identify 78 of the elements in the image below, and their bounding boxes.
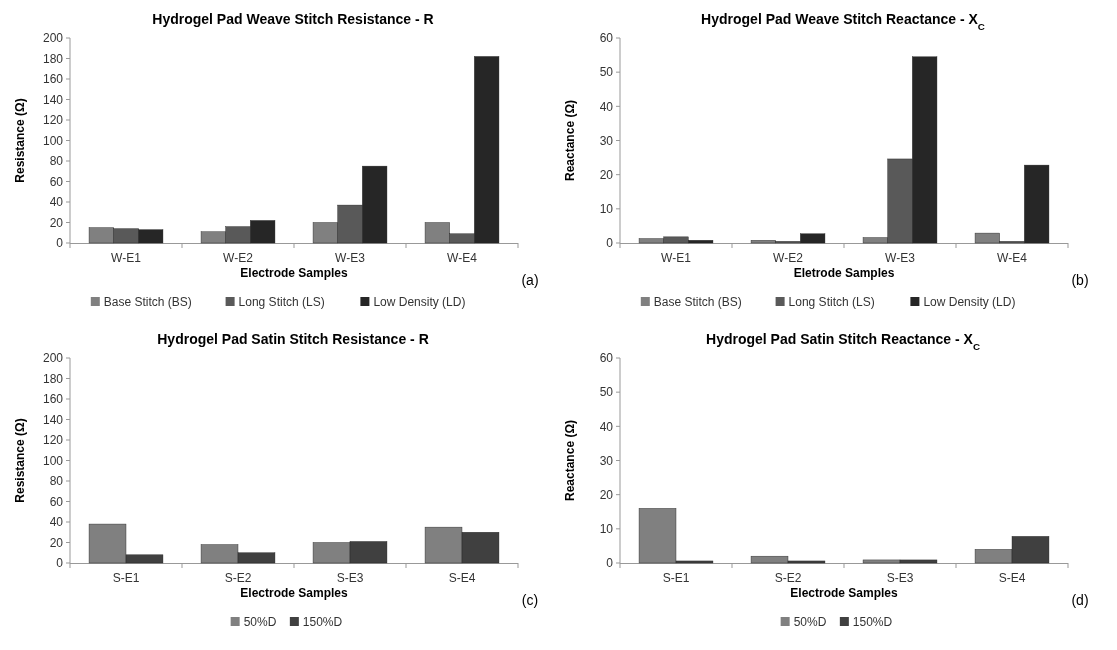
legend-label: Long Stitch (LS) bbox=[788, 295, 875, 309]
legend-label: 150%D bbox=[302, 615, 343, 629]
x-tick-label: S-E4 bbox=[448, 571, 476, 585]
legend-label: Base Stitch (BS) bbox=[653, 295, 742, 309]
legend-label: 150%D bbox=[852, 615, 893, 629]
y-tick-label: 60 bbox=[599, 351, 614, 366]
x-tick-label: W-E4 bbox=[447, 251, 478, 265]
legend-label: Base Stitch (BS) bbox=[103, 295, 192, 309]
x-axis-title: Eletrode Samples bbox=[793, 266, 895, 280]
x-tick-label: W-E2 bbox=[223, 251, 254, 265]
legend-label: Long Stitch (LS) bbox=[238, 295, 325, 309]
y-axis-title: Reactance (Ω) bbox=[563, 420, 577, 501]
x-tick-label: S-E1 bbox=[112, 571, 140, 585]
x-tick-label: W-E1 bbox=[661, 251, 692, 265]
chart-title: Hydrogel Pad Weave Stitch Reactance - X$_{C}$ bbox=[701, 11, 985, 32]
y-tick-label: 0 bbox=[606, 236, 614, 251]
y-tick-label: 20 bbox=[49, 215, 64, 230]
legend-label: 50%D bbox=[243, 615, 277, 629]
y-tick-label: 60 bbox=[49, 494, 64, 509]
x-tick-label: W-E4 bbox=[997, 251, 1028, 265]
y-tick-label: 100 bbox=[42, 133, 64, 148]
y-tick-label: 50 bbox=[599, 385, 614, 400]
x-tick-label: W-E3 bbox=[335, 251, 366, 265]
y-tick-label: 160 bbox=[42, 72, 64, 87]
x-tick-label: W-E1 bbox=[111, 251, 142, 265]
text: (b) bbox=[1071, 272, 1089, 288]
x-tick-label: S-E1 bbox=[662, 571, 690, 585]
y-tick-label: 0 bbox=[56, 556, 64, 571]
x-tick-label: S-E2 bbox=[224, 571, 252, 585]
y-tick-label: 200 bbox=[42, 31, 64, 46]
text: (d) bbox=[1071, 592, 1089, 608]
x-axis-title: Electrode Samples bbox=[240, 266, 349, 280]
x-axis-title: Electrode Samples bbox=[790, 586, 899, 600]
y-tick-label: 30 bbox=[599, 453, 614, 468]
chart-title: Hydrogel Pad Satin Stitch Resistance - R bbox=[157, 331, 429, 347]
y-tick-label: 10 bbox=[599, 522, 614, 537]
y-tick-label: 140 bbox=[42, 412, 64, 427]
y-tick-label: 120 bbox=[42, 433, 64, 448]
text: (a) bbox=[521, 272, 539, 288]
x-tick-label: S-E3 bbox=[336, 571, 364, 585]
y-axis-title: Resistance (Ω) bbox=[13, 98, 27, 183]
y-tick-label: 120 bbox=[42, 113, 64, 128]
y-tick-label: 40 bbox=[599, 99, 614, 114]
y-axis-title: Reactance (Ω) bbox=[563, 100, 577, 181]
y-tick-label: 60 bbox=[599, 31, 614, 46]
x-tick-label: S-E3 bbox=[886, 571, 914, 585]
y-tick-label: 40 bbox=[49, 195, 64, 210]
y-tick-label: 180 bbox=[42, 371, 64, 386]
x-tick-label: S-E2 bbox=[774, 571, 802, 585]
legend-label: Low Density (LD) bbox=[923, 295, 1016, 309]
text: (c) bbox=[521, 592, 539, 608]
y-tick-label: 50 bbox=[599, 65, 614, 80]
y-tick-label: 20 bbox=[599, 487, 614, 502]
y-tick-label: 40 bbox=[49, 515, 64, 530]
chart-title: Hydrogel Pad Weave Stitch Resistance - R bbox=[152, 11, 434, 27]
legend-label: 50%D bbox=[793, 615, 827, 629]
y-tick-label: 40 bbox=[599, 419, 614, 434]
x-tick-label: W-E2 bbox=[773, 251, 804, 265]
y-tick-label: 180 bbox=[42, 51, 64, 66]
y-tick-label: 20 bbox=[49, 535, 64, 550]
x-tick-label: W-E3 bbox=[885, 251, 916, 265]
y-tick-label: 30 bbox=[599, 133, 614, 148]
x-tick-label: S-E4 bbox=[998, 571, 1026, 585]
legend-label: Low Density (LD) bbox=[373, 295, 466, 309]
y-tick-label: 60 bbox=[49, 174, 64, 189]
y-tick-label: 80 bbox=[49, 474, 64, 489]
y-tick-label: 10 bbox=[599, 202, 614, 217]
y-tick-label: 140 bbox=[42, 92, 64, 107]
y-tick-label: 160 bbox=[42, 392, 64, 407]
y-tick-label: 80 bbox=[49, 154, 64, 169]
y-tick-label: 100 bbox=[42, 453, 64, 468]
x-axis-title: Electrode Samples bbox=[240, 586, 349, 600]
y-tick-label: 20 bbox=[599, 167, 614, 182]
y-tick-label: 200 bbox=[42, 351, 64, 366]
chart-title: Hydrogel Pad Satin Stitch Reactance - X$_{C}$ bbox=[706, 331, 980, 352]
y-tick-label: 0 bbox=[56, 236, 64, 251]
y-axis-title: Resistance (Ω) bbox=[13, 418, 27, 503]
y-tick-label: 0 bbox=[606, 556, 614, 571]
